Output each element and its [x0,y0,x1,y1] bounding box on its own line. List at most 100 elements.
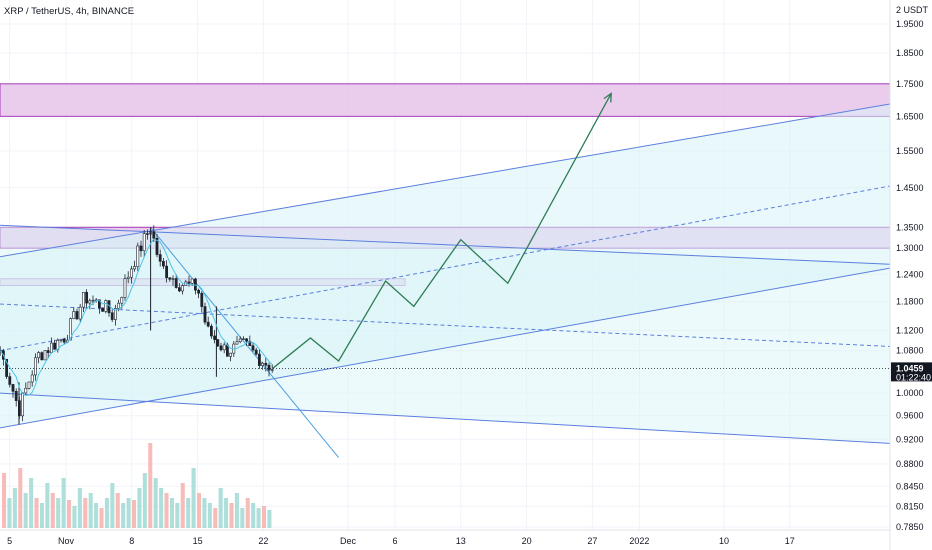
channels-layer [0,103,891,458]
volume-bar [88,493,93,528]
volume-bar [131,500,137,528]
price-tick-label: 1.0800 [896,346,924,356]
time-tick-label: 20 [522,536,532,546]
volume-bar [34,498,39,528]
candle-body [203,306,207,323]
last-price-badge [891,362,932,382]
candle-body [133,266,137,270]
volume-bar [121,503,126,528]
candle-body [40,352,44,361]
price-tick-label: 1.8500 [896,48,924,58]
candle-body [85,291,89,304]
candle-body [114,308,117,320]
candle-body [178,287,181,292]
time-axis[interactable]: 5 Nov 8 15 22 Dec 6 13 20 27 2022 10 17 [0,529,890,546]
volume-bar [50,493,55,528]
candle-body [27,381,31,389]
candle-body [187,281,191,284]
candle-body [75,311,79,320]
price-tick-label: 1.1200 [896,326,924,336]
candle-body [104,300,108,312]
volume-bar [66,500,72,528]
candle-body [210,325,213,337]
price-tick-label: 1.0000 [896,388,924,398]
candle-body [142,233,146,252]
volume-bar [207,503,212,528]
projection-path [272,93,612,369]
volume-bar [245,498,250,528]
volume-bar [72,506,77,528]
price-axis[interactable]: 2 USDT 1.9500 1.8500 1.7500 1.6500 1.5500 1.45… [896,5,929,532]
candle-body [8,376,12,385]
volume-bar [7,498,12,528]
moving-average-line [0,238,273,397]
candle-body [14,391,18,401]
ascending-channel-fill [0,103,890,428]
volume-bar [164,493,169,528]
volume-bar [191,468,196,528]
candle-body [235,341,239,345]
candle-body [59,338,63,341]
time-tick-label: 6 [392,536,397,546]
candle-body [229,352,233,357]
volume-bar [99,508,104,528]
time-tick-label: 8 [129,536,134,546]
candles-layer [0,225,274,425]
candle-body [21,392,25,417]
candle-body [264,362,268,366]
price-tick-label: 1.4500 [896,183,924,193]
candle-body [11,384,15,392]
volume-bar [229,503,234,528]
time-tick-label: 27 [587,536,597,546]
time-tick-label: Nov [58,536,75,546]
candle-body [171,278,175,280]
candle-body [37,352,41,359]
price-tick-label: 0.7850 [896,522,924,532]
price-tick-label: 0.9200 [896,434,924,444]
candle-body [238,338,242,342]
candle-body [257,353,261,366]
volume-bar [224,498,229,528]
candle-body [43,350,47,361]
volume-bar [39,503,44,528]
chart-title: XRP / TetherUS, 4h, BINANCE [4,6,134,17]
volume-bar [115,493,120,528]
time-tick-label: 15 [193,536,203,546]
candle-body [200,292,204,307]
volume-bar [12,488,17,528]
volume-bar [83,498,88,528]
last-price-value: 1.0459 [896,363,924,373]
time-tick-label: Dec [340,536,357,546]
volume-bar [23,493,28,528]
resistance-zone-upper [0,83,891,117]
volume-bar [110,483,115,528]
candle-body [98,299,101,309]
candle-body [213,335,217,340]
volume-bar [77,488,82,528]
descending-channel-mid-line [0,303,891,347]
volume-bar [126,498,131,528]
candle-body [254,349,258,355]
candle-body [30,374,34,383]
price-tick-label: 1.9500 [896,19,924,29]
volume-bar [104,498,109,528]
time-tick-label: 22 [258,536,268,546]
candle-body [270,369,274,371]
candle-body [242,338,245,340]
volume-bar [18,468,23,528]
candle-body [248,340,252,346]
time-tick-label: 13 [456,536,466,546]
candle-body [78,306,82,320]
time-tick-label: 17 [785,536,795,546]
candle-body [197,289,201,294]
candle-body [130,268,133,278]
price-tick-label: 0.9600 [896,411,924,421]
candle-body [181,285,185,292]
volume-bar [267,510,272,528]
volume-bar [142,473,147,528]
candle-body [24,387,28,394]
volume-bar [94,503,99,528]
volume-bar [56,498,61,528]
